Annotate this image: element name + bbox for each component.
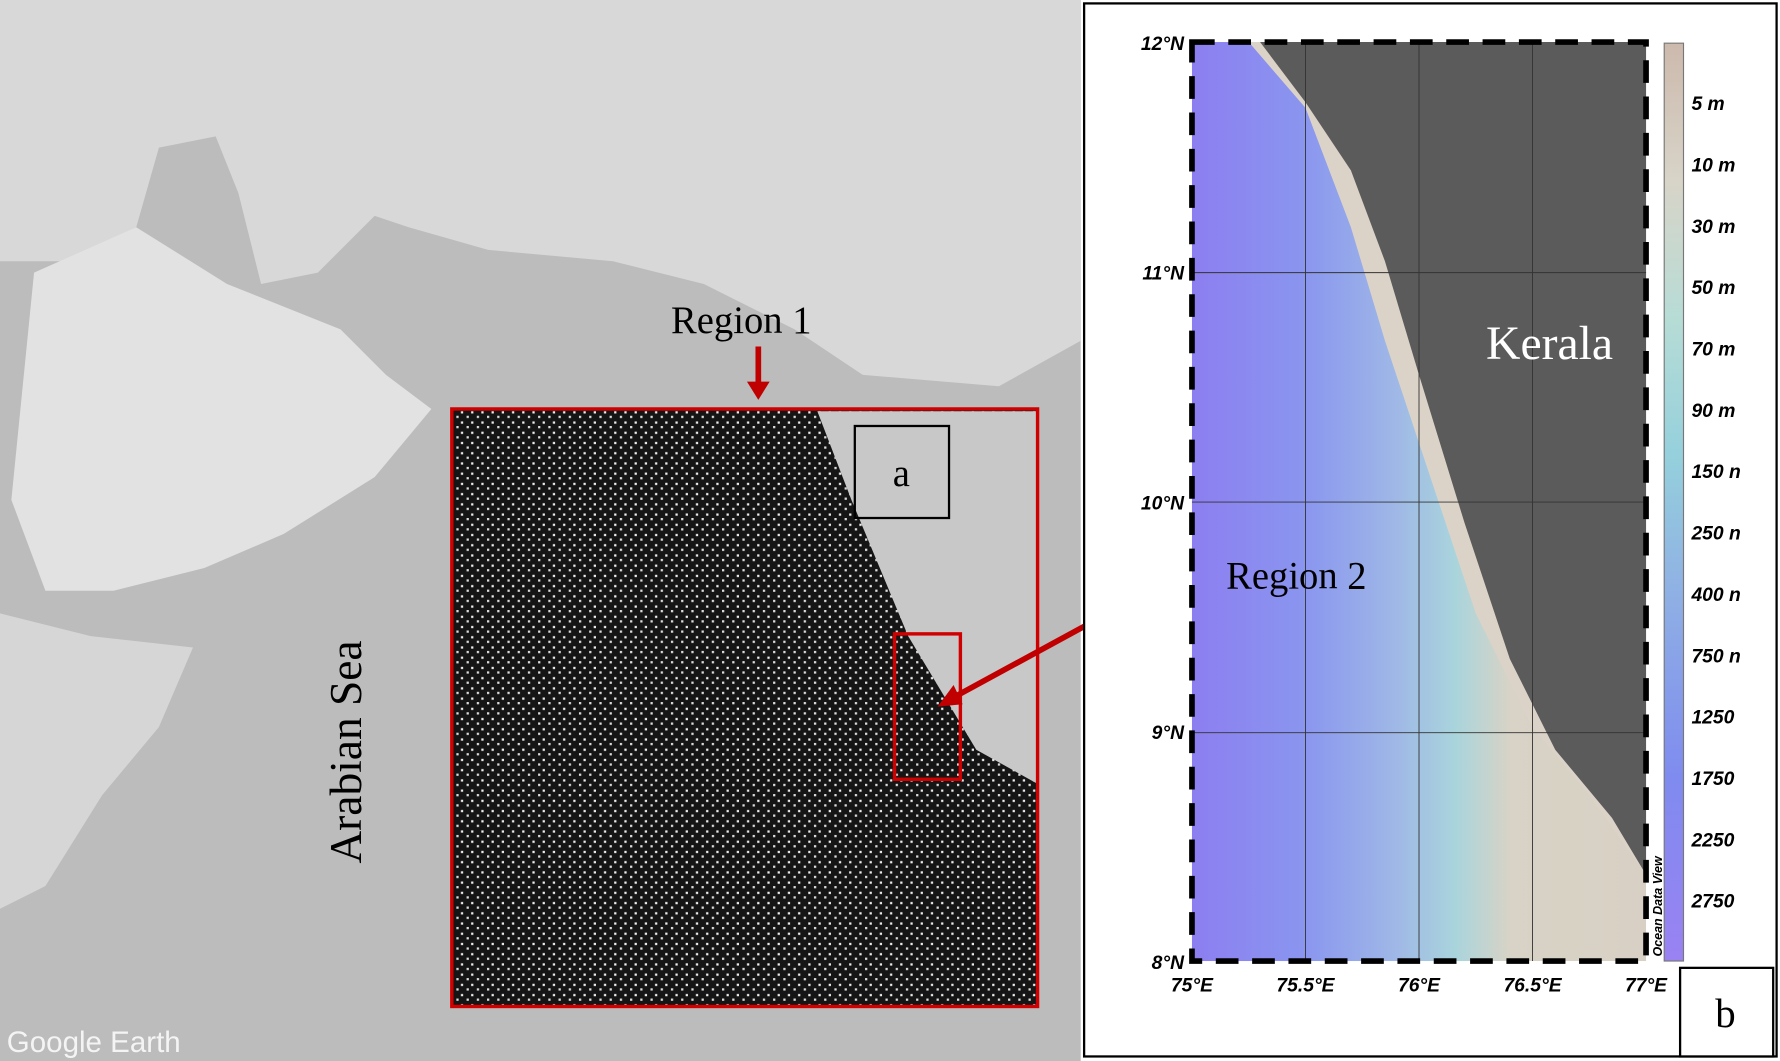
depth-label: 2750 [1690, 892, 1734, 913]
depth-label: 10 m [1691, 156, 1735, 177]
depth-label: 150 n [1691, 462, 1740, 483]
lon-tick-label: 75.5°E [1276, 976, 1335, 997]
depth-label: 750 n [1691, 646, 1740, 667]
india-land [817, 411, 1038, 784]
axis-labels: 12°N 11°N 10°N 9°N 8°N75°E 75.5°E 76°E 76.5°E 77… [1141, 34, 1741, 997]
land-label: Kerala [1486, 318, 1613, 370]
depth-label: 1250 [1691, 708, 1734, 729]
watermark: Google Earth [7, 1026, 181, 1059]
panel-label: b [1715, 991, 1735, 1036]
lat-tick-label: 11°N [1142, 264, 1185, 285]
map-a-land [11, 227, 432, 591]
map-a-land [0, 613, 193, 909]
panel-label-box [1678, 966, 1775, 1058]
depth-label: 400 n [1690, 585, 1740, 606]
lon-tick-label: 75°E [1171, 976, 1214, 997]
arrowhead [937, 684, 963, 707]
map-a-land [0, 0, 1081, 387]
panel-label-box [853, 424, 951, 520]
depth-label: 90 m [1691, 401, 1735, 422]
region-2-box [892, 632, 963, 781]
depth-label: 30 m [1691, 217, 1735, 238]
graticule [1191, 42, 1647, 962]
lat-tick-label: 12°N [1141, 34, 1185, 55]
depth-label: 250 n [1690, 524, 1740, 545]
sea-label: Arabian Sea [321, 640, 371, 863]
depth-label: 50 m [1691, 278, 1735, 299]
lat-tick-label: 9°N [1152, 723, 1185, 744]
panel-label: a [893, 453, 910, 495]
land [1260, 42, 1647, 875]
region-2-label: Region 2 [1226, 555, 1366, 597]
credit: Ocean Data View [1651, 855, 1665, 956]
lon-tick-label: 76°E [1398, 976, 1441, 997]
lon-tick-label: 77°E [1625, 976, 1668, 997]
depth-label: 1750 [1691, 769, 1734, 790]
depth-label: 2250 [1690, 830, 1734, 851]
lat-tick-label: 8°N [1152, 953, 1185, 974]
lon-tick-label: 76.5°E [1503, 976, 1562, 997]
colorbar [1663, 42, 1685, 962]
depth-label: 5 m [1691, 94, 1724, 115]
region-1-label: Region 1 [671, 300, 811, 342]
lat-tick-label: 10°N [1141, 493, 1185, 514]
depth-label: 70 m [1691, 340, 1735, 361]
map-b-frame [1189, 39, 1649, 964]
region-1-box [450, 407, 1040, 1009]
arrowhead [746, 381, 770, 400]
